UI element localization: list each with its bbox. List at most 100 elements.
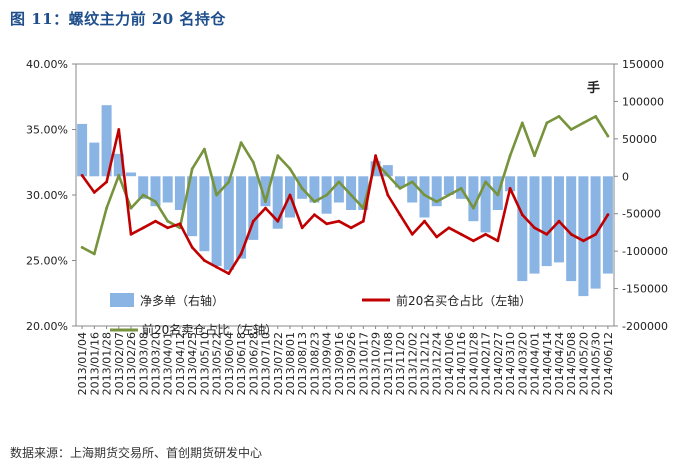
x-tick-label: 2014/05/08: [565, 332, 578, 395]
x-tick-label: 2013/12/24: [431, 332, 444, 395]
net-long-bar: [77, 123, 88, 177]
right-tick-label: 100000: [622, 95, 664, 108]
x-tick-label: 2013/08/01: [284, 332, 297, 395]
sell-ratio-point: [203, 147, 206, 151]
x-tick-label: 2014/01/16: [455, 332, 468, 395]
x-tick-label: 2014/04/24: [553, 332, 566, 395]
net-long-bar: [370, 161, 381, 177]
sell-ratio-series: [80, 115, 610, 256]
net-long-bar: [480, 176, 491, 233]
net-long-bar: [578, 176, 589, 297]
right-tick-label: -200000: [622, 320, 668, 333]
buy-ratio-point: [337, 219, 341, 223]
sell-ratio-point: [569, 128, 573, 131]
right-tick-label: 150000: [622, 58, 664, 71]
net-long-bar: [174, 176, 185, 210]
sell-ratio-point: [300, 187, 304, 190]
net-long-bar: [89, 142, 100, 177]
x-tick-label: 2014/01/28: [467, 332, 480, 395]
buy-ratio-point: [569, 232, 573, 236]
sell-ratio-point: [398, 187, 402, 190]
buy-ratio-point: [545, 232, 549, 236]
x-tick-label: 2013/03/20: [150, 332, 163, 395]
sell-ratio-point: [496, 193, 500, 197]
sell-ratio-point: [337, 180, 341, 184]
sell-ratio-point: [361, 206, 365, 210]
x-tick-label: 2013/05/10: [198, 332, 211, 395]
buy-ratio-point: [203, 259, 206, 262]
net-long-bar: [395, 176, 405, 188]
sell-ratio-point: [520, 121, 524, 125]
legend-net-long-label: 净多单（右轴）: [140, 293, 224, 308]
x-tick-label: 2013/10/29: [370, 332, 383, 395]
sell-ratio-point: [264, 200, 267, 204]
buy-ratio-point: [594, 232, 598, 236]
sell-ratio-point: [227, 180, 231, 184]
sell-ratio-point: [239, 141, 243, 145]
net-long-bar: [407, 176, 418, 203]
sell-ratio-point: [325, 193, 329, 197]
buy-ratio-point: [533, 226, 536, 230]
buy-ratio-point: [105, 180, 108, 184]
legend-net-long-swatch: [110, 293, 134, 307]
net-long-bar: [333, 176, 344, 203]
sell-line-path: [81, 115, 610, 256]
left-tick-label: 30.00%: [26, 189, 68, 202]
x-tick-label: 2014/04/01: [529, 332, 542, 395]
buy-ratio-point: [227, 272, 231, 275]
x-tick-label: 2013/12/12: [419, 332, 432, 395]
legend: 净多单（右轴） 前20名买仓占比（左轴） 前20名卖仓占比（左轴）: [110, 293, 531, 337]
sell-ratio-point: [582, 121, 585, 125]
x-tick-label: 2013/01/28: [101, 332, 114, 395]
sell-ratio-point: [484, 180, 487, 184]
sell-ratio-point: [190, 167, 194, 171]
x-tick-label: 2013/06/28: [247, 332, 260, 395]
x-tick-label: 2013/03/08: [137, 332, 150, 395]
x-tick-label: 2013/11/20: [394, 332, 407, 395]
net-long-bar: [602, 176, 613, 274]
sell-ratio-point: [129, 206, 133, 210]
x-tick-label: 2013/04/12: [174, 332, 187, 395]
sell-ratio-point: [447, 193, 451, 197]
left-tick-label: 35.00%: [26, 124, 68, 137]
sell-ratio-point: [251, 160, 255, 164]
buy-ratio-point: [459, 232, 463, 236]
net-long-bar: [162, 176, 173, 203]
left-tick-label: 25.00%: [26, 255, 68, 268]
sell-ratio-point: [313, 200, 316, 204]
x-tick-label: 2014/05/20: [577, 332, 590, 395]
buy-ratio-point: [423, 219, 426, 223]
net-long-bar: [443, 176, 454, 195]
x-tick-label: 2013/08/23: [308, 332, 321, 395]
buy-ratio-point: [361, 219, 365, 223]
buy-ratio-point: [288, 193, 292, 197]
buy-ratio-point: [557, 219, 561, 223]
right-tick-label: 0: [622, 170, 629, 183]
sell-ratio-point: [423, 193, 426, 197]
x-tick-label: 2014/02/27: [492, 332, 505, 395]
sell-ratio-point: [594, 115, 598, 118]
net-long-bar: [566, 176, 577, 282]
buy-ratio-point: [472, 239, 475, 243]
sell-ratio-point: [557, 115, 561, 118]
sell-ratio-point: [141, 193, 145, 197]
right-axis: -200000 -150000 -100000 -50000 0 50000 100000 1…: [614, 58, 668, 333]
buy-ratio-point: [215, 265, 219, 269]
buy-ratio-point: [166, 226, 170, 230]
buy-ratio-point: [92, 191, 96, 194]
x-tick-label: 2013/04/01: [162, 332, 175, 395]
x-axis: 2013/01/04 2013/01/16 2013/01/28 2013/02/07…: [76, 326, 615, 395]
net-long-bar: [236, 176, 247, 259]
net-long-bar: [150, 176, 161, 207]
x-tick-label: 2013/07/22: [272, 332, 285, 395]
left-axis: 20.00% 25.00% 30.00% 35.00% 40.00%: [26, 58, 76, 333]
buy-ratio-point: [178, 222, 182, 226]
right-tick-label: -150000: [622, 283, 668, 296]
buy-ratio-point: [484, 232, 487, 236]
buy-ratio-point: [129, 232, 133, 236]
buy-ratio-point: [141, 226, 145, 230]
x-tick-label: 2013/12/02: [406, 332, 419, 395]
x-tick-label: 2013/01/16: [88, 332, 101, 395]
x-tick-label: 2013/05/22: [211, 332, 224, 395]
net-long-bar: [309, 176, 320, 203]
